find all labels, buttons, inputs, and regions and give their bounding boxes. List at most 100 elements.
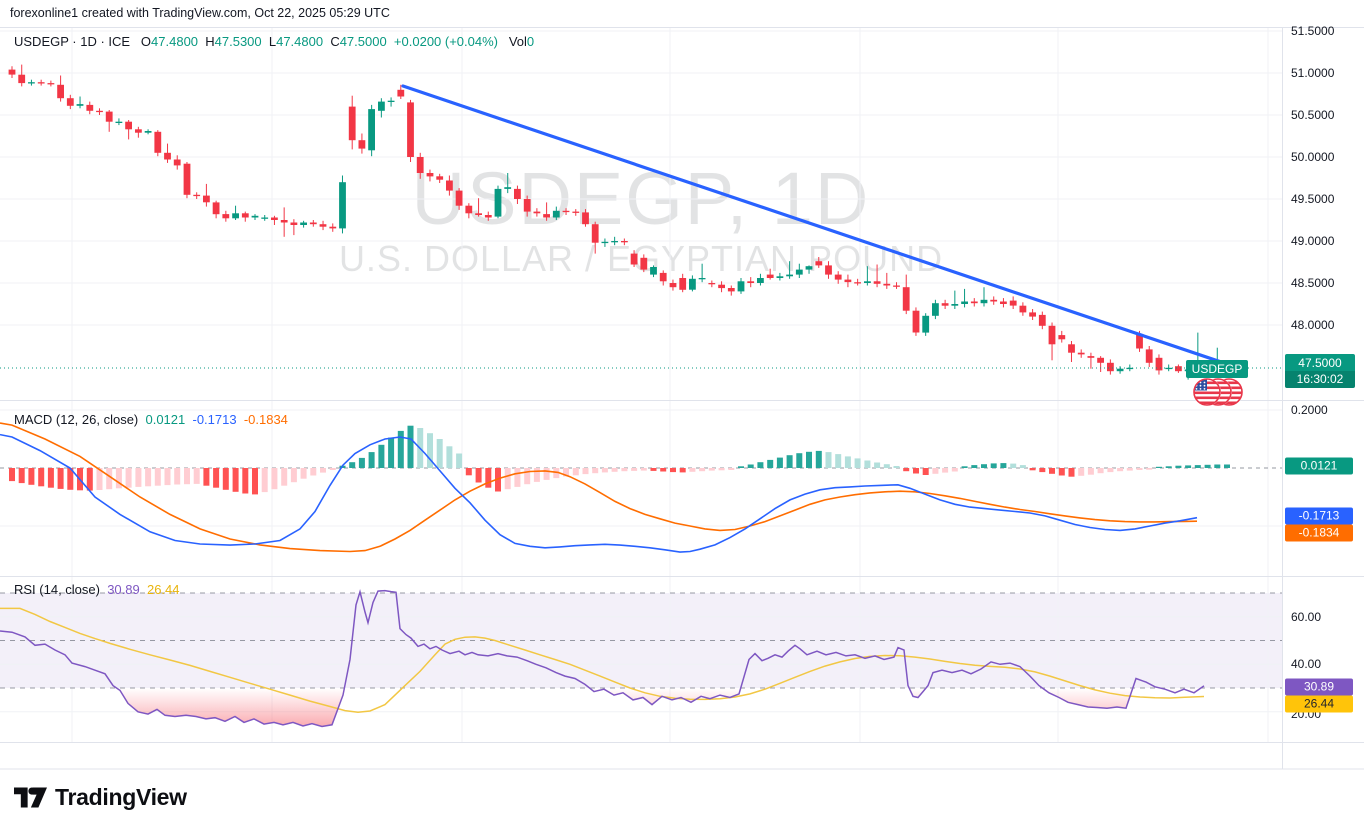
macd-histogram-bar	[106, 468, 113, 490]
candle-body	[1000, 301, 1007, 304]
rsi-ma-line	[0, 607, 1205, 713]
candle-body	[8, 69, 16, 75]
symbol-legend[interactable]: USDEGP · 1D · ICE O47.4800 H47.5300 L47.…	[14, 34, 534, 49]
indicator-value-pill: -0.1713	[1285, 507, 1353, 525]
legend-value: +0.0200 (+0.04%)	[393, 34, 509, 49]
price-axis-tick: 48.0000	[1291, 318, 1335, 332]
rsi-legend[interactable]: RSI (14, close) 30.89 26.44	[14, 582, 183, 597]
time-axis[interactable]: MayJunJulAugSepOctNov	[0, 743, 1364, 769]
tradingview-logo[interactable]: TradingView	[14, 784, 187, 811]
macd-histogram-bar	[776, 457, 783, 468]
candle-body	[679, 278, 687, 290]
macd-histogram-bar	[932, 468, 939, 474]
candle-body	[864, 281, 871, 283]
macd-histogram-bar	[495, 468, 501, 492]
candle-body	[1107, 362, 1114, 372]
macd-histogram-bar	[290, 468, 297, 483]
candle-body	[86, 104, 94, 111]
macd-histogram-bar	[281, 468, 288, 486]
macd-histogram-bar	[261, 468, 268, 493]
candle-body	[893, 285, 900, 287]
legend-value: 0.0121	[141, 412, 189, 427]
candle-body	[630, 253, 638, 265]
macd-histogram-bar	[903, 468, 910, 472]
legend-value: Vol	[508, 34, 527, 49]
candle-body	[1058, 335, 1066, 340]
candle-body	[601, 241, 609, 244]
macd-histogram-bar	[514, 468, 521, 487]
legend-value: 30.89	[103, 582, 144, 597]
macd-histogram-bar	[660, 468, 667, 472]
attribution-text: forexonline1 created with TradingView.co…	[10, 6, 390, 20]
macd-histogram-bar	[825, 452, 832, 468]
candle-body	[834, 274, 842, 280]
price-axis-tick: 50.0000	[1291, 150, 1335, 164]
macd-histogram-bar	[465, 468, 472, 476]
macd-histogram-bar	[864, 460, 871, 468]
macd-histogram-bar	[1058, 468, 1065, 476]
macd-histogram-bar	[38, 468, 45, 487]
legend-value: -0.1834	[240, 412, 292, 427]
macd-histogram-bar	[621, 468, 628, 472]
candle-body	[37, 82, 45, 84]
candle-body	[173, 159, 181, 166]
candle-body	[766, 274, 774, 278]
candle-body	[552, 210, 560, 218]
candle-body	[416, 157, 424, 173]
candle-body	[698, 278, 706, 280]
macd-histogram-bar	[174, 468, 181, 485]
candle-body	[562, 210, 570, 213]
macd-histogram-bar	[1087, 468, 1094, 475]
candle-body	[795, 269, 803, 275]
candle-body	[358, 140, 366, 149]
tradingview-logo-icon	[14, 787, 47, 808]
macd-histogram-bar	[679, 468, 686, 473]
candle-body	[1087, 356, 1095, 358]
price-axis-tick: 49.0000	[1291, 234, 1335, 248]
macd-histogram-bar	[18, 468, 25, 484]
candle-body	[523, 199, 531, 212]
price-axis-tick: 49.5000	[1291, 192, 1335, 206]
macd-histogram-bar	[310, 468, 317, 476]
macd-histogram-bar	[1097, 468, 1104, 474]
price-axis-tick: 50.5000	[1291, 108, 1335, 122]
macd-histogram-bar	[640, 468, 647, 471]
macd-histogram-bar	[427, 433, 433, 468]
macd-histogram-bar	[883, 464, 890, 468]
macd-histogram-bar	[407, 425, 414, 468]
candle-body	[329, 226, 337, 229]
candle-body	[290, 222, 298, 225]
candle-body	[144, 131, 152, 133]
rsi-oversold-fill	[116, 688, 345, 727]
macd-histogram-bar	[125, 468, 132, 488]
macd-histogram-bar	[1224, 464, 1230, 468]
macd-histogram-bar	[1175, 465, 1182, 468]
macd-histogram-bar	[631, 468, 638, 471]
candle-body	[251, 215, 259, 218]
rsi-axis-tick: 60.00	[1291, 610, 1322, 624]
candle-body	[650, 267, 657, 275]
price-axis-tick: 51.5000	[1291, 24, 1335, 38]
candle-body	[232, 213, 239, 219]
candle-body	[912, 310, 920, 333]
indicator-value-pill: -0.1834	[1285, 524, 1353, 542]
macd-histogram-bar	[485, 468, 492, 488]
candle-body	[96, 110, 103, 113]
candle-body	[815, 261, 823, 266]
candle-body	[280, 220, 288, 223]
macd-histogram-bar	[1107, 468, 1114, 473]
macd-legend[interactable]: MACD (12, 26, close) 0.0121 -0.1713 -0.1…	[14, 412, 292, 427]
candle-body	[164, 152, 171, 160]
macd-histogram-bar	[397, 430, 404, 468]
macd-histogram-bar	[689, 468, 696, 472]
macd-histogram-bar	[1126, 468, 1133, 471]
candle-body	[572, 211, 580, 213]
macd-histogram-bar	[1117, 468, 1124, 472]
candle-body	[776, 276, 784, 278]
macd-histogram-bar	[951, 468, 958, 472]
macd-signal-line	[0, 422, 1198, 553]
candle-body	[183, 163, 191, 195]
candle-body	[426, 173, 434, 177]
